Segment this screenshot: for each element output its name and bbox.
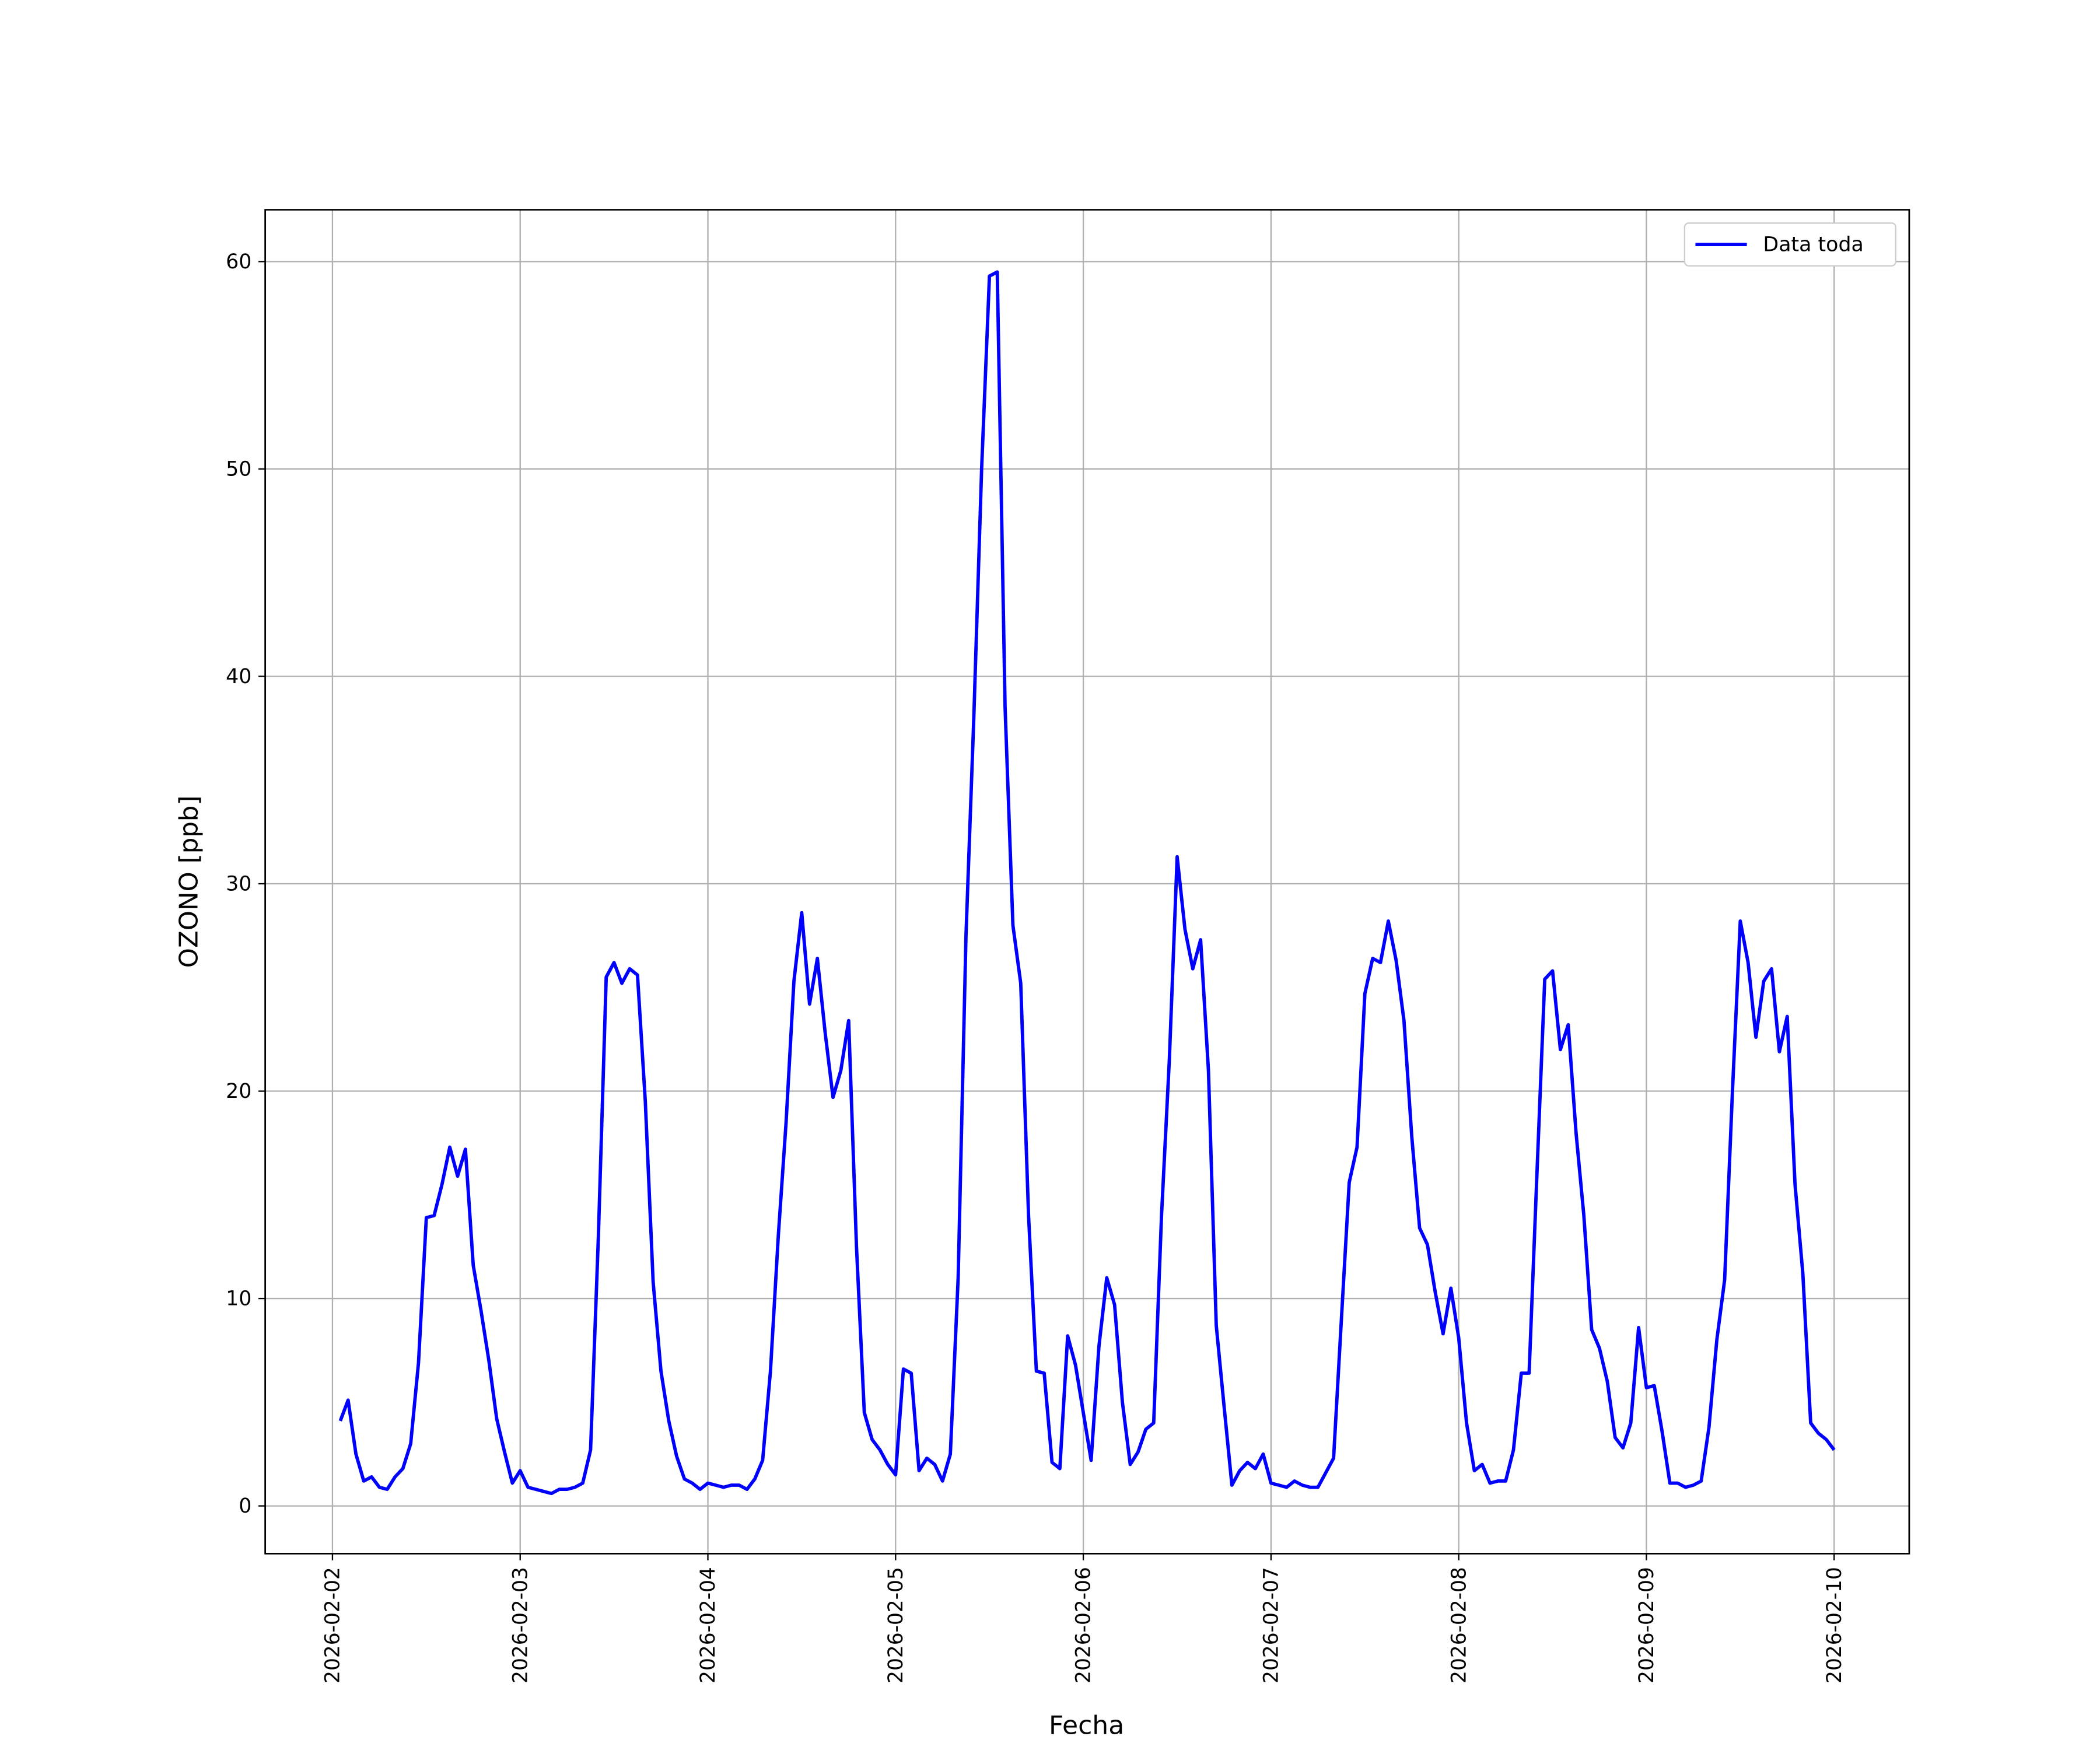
- x-tick-label: 2026-02-07: [1259, 1567, 1283, 1684]
- x-tick-label: 2026-02-08: [1447, 1567, 1471, 1684]
- x-tick-label: 2026-02-03: [509, 1567, 532, 1684]
- plot-frame: [264, 209, 1910, 1555]
- y-tick-label: 50: [226, 458, 251, 481]
- x-tick-label: 2026-02-02: [321, 1567, 344, 1684]
- y-tick-label: 30: [226, 873, 251, 896]
- x-tick-label: 2026-02-09: [1635, 1567, 1658, 1684]
- data-line: [338, 270, 1836, 1496]
- x-axis-label: Fecha: [1049, 1711, 1124, 1741]
- legend-box: [1684, 222, 1896, 267]
- x-tick-label: 2026-02-06: [1072, 1567, 1095, 1684]
- x-tick-label: 2026-02-04: [696, 1567, 720, 1684]
- y-tick-label: 60: [226, 250, 251, 274]
- y-tick-label: 40: [226, 665, 251, 688]
- legend: Data toda: [1684, 222, 1896, 267]
- y-axis-label: OZONO [ppb]: [174, 796, 204, 968]
- y-tick-label: 10: [226, 1287, 251, 1311]
- y-tick-label: 0: [239, 1494, 251, 1518]
- legend-label: Data toda: [1763, 233, 1863, 257]
- x-tick-label: 2026-02-10: [1823, 1567, 1846, 1684]
- y-tick-label: 20: [226, 1080, 251, 1103]
- x-tick-label: 2026-02-05: [884, 1567, 908, 1684]
